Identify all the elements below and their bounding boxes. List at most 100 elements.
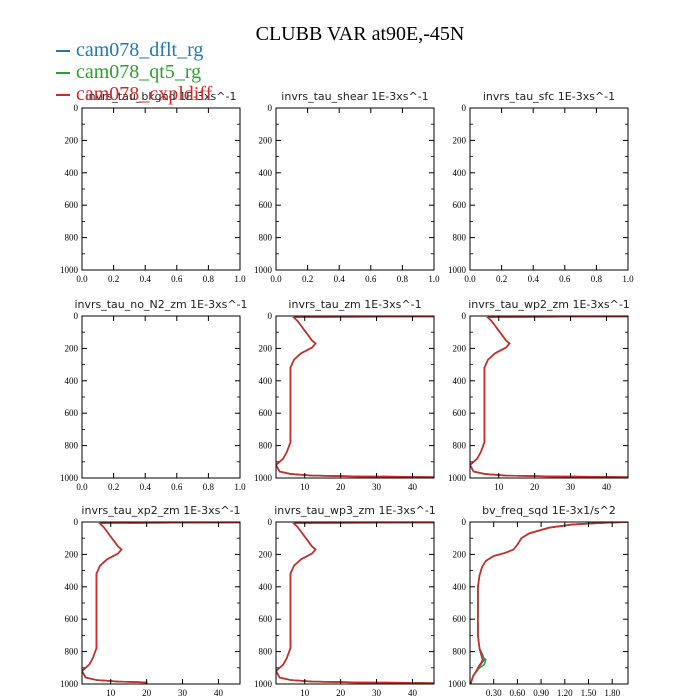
plot-frame (469, 107, 629, 271)
x-tick-label: 0.8 (591, 274, 603, 284)
series-line-cam078_cxpldiff (82, 522, 240, 684)
x-tick-label: 0.30 (486, 688, 502, 698)
y-tick-label: 200 (65, 135, 79, 145)
y-tick-label: 600 (259, 200, 273, 210)
y-tick-label: 200 (259, 135, 273, 145)
x-tick-label: 40 (214, 688, 224, 698)
y-tick-label: 800 (259, 441, 273, 451)
y-tick-label: 400 (65, 168, 79, 178)
series-line-cam078_qt5_rg (276, 522, 434, 684)
panel-title: bv_freq_sqd 1E-3x1/s^2 (482, 504, 616, 517)
panel-title: invrs_tau_shear 1E-3xs^-1 (281, 90, 428, 103)
y-tick-label: 200 (259, 343, 273, 353)
y-tick-label: 1000 (448, 473, 467, 483)
panel-title: invrs_tau_sfc 1E-3xs^-1 (483, 90, 615, 103)
y-tick-label: 400 (453, 582, 467, 592)
y-tick-label: 0 (462, 311, 467, 321)
panel-5: invrs_tau_zm 1E-3xs^-1 0 200 400 600 800 1000 1… (254, 298, 435, 492)
x-tick-label: 0.6 (171, 482, 183, 492)
y-tick-label: 200 (453, 343, 467, 353)
x-tick-label: 10 (300, 482, 310, 492)
series-line-cam078_cxpldiff (470, 316, 628, 478)
y-tick-label: 0 (462, 517, 467, 527)
y-tick-label: 600 (259, 614, 273, 624)
x-tick-label: 30 (372, 688, 382, 698)
y-tick-label: 0 (268, 311, 273, 321)
legend-item: cam078_cxpldiff (56, 83, 213, 105)
panel-title: invrs_tau_wp2_zm 1E-3xs^-1 (468, 298, 630, 311)
y-tick-label: 200 (259, 549, 273, 559)
y-tick-label: 1000 (254, 679, 273, 689)
x-tick-label: 20 (336, 688, 346, 698)
y-tick-label: 800 (65, 647, 79, 657)
x-tick-label: 0.4 (334, 274, 346, 284)
x-tick-label: 30 (566, 482, 576, 492)
series-line-cam078_dflt_rg (470, 316, 628, 478)
series-line-cam078_qt5_rg (470, 316, 628, 478)
y-tick-label: 400 (259, 376, 273, 386)
y-tick-label: 600 (259, 408, 273, 418)
x-tick-label: 30 (178, 688, 188, 698)
x-tick-label: 1.0 (234, 274, 246, 284)
x-tick-label: 0.4 (528, 274, 540, 284)
y-tick-label: 800 (453, 233, 467, 243)
series-line-cam078_dflt_rg (276, 316, 434, 478)
y-tick-label: 1000 (254, 473, 273, 483)
y-tick-label: 400 (453, 376, 467, 386)
y-tick-label: 400 (453, 168, 467, 178)
y-tick-label: 600 (65, 408, 79, 418)
y-tick-label: 200 (453, 135, 467, 145)
legend-item: cam078_dflt_rg (56, 39, 203, 61)
y-tick-label: 0 (74, 517, 79, 527)
x-tick-label: 0.6 (559, 274, 571, 284)
y-tick-label: 800 (259, 647, 273, 657)
y-tick-label: 800 (453, 647, 467, 657)
x-tick-label: 20 (530, 482, 540, 492)
y-tick-label: 600 (453, 408, 467, 418)
x-tick-label: 0.8 (203, 482, 215, 492)
y-tick-label: 400 (65, 582, 79, 592)
y-tick-label: 200 (453, 549, 467, 559)
x-tick-label: 0.2 (108, 482, 119, 492)
panel-8: invrs_tau_wp3_zm 1E-3xs^-10 200 400 600 800 1… (254, 504, 436, 698)
x-tick-label: 1.0 (234, 482, 246, 492)
x-tick-label: 20 (336, 482, 346, 492)
panel-title: invrs_tau_no_N2_zm 1E-3xs^-1 (74, 298, 247, 311)
legend-label: cam078_qt5_rg (76, 61, 201, 83)
x-tick-label: 0.2 (108, 274, 119, 284)
x-tick-label: 0.8 (397, 274, 409, 284)
legend-label: cam078_cxpldiff (76, 83, 213, 105)
series-line-cam078_cxpldiff (470, 522, 628, 684)
panel-title: invrs_tau_wp3_zm 1E-3xs^-1 (274, 504, 436, 517)
x-tick-label: 0.6 (171, 274, 183, 284)
panel-6: invrs_tau_wp2_zm 1E-3xs^-10 200 400 600 800 1… (448, 298, 630, 492)
panel-title: invrs_tau_zm 1E-3xs^-1 (288, 298, 421, 311)
x-tick-label: 1.80 (604, 688, 620, 698)
x-tick-label: 40 (602, 482, 612, 492)
y-tick-label: 600 (453, 614, 467, 624)
x-tick-label: 0.2 (302, 274, 313, 284)
series-line-cam078_qt5_rg (470, 522, 628, 684)
x-tick-label: 10 (300, 688, 310, 698)
x-tick-label: 40 (408, 482, 418, 492)
plot-frame (275, 521, 435, 685)
y-tick-label: 400 (259, 168, 273, 178)
x-tick-label: 10 (494, 482, 504, 492)
panel-2: invrs_tau_shear 1E-3xs^-1 0 200 400 600 800 10… (254, 90, 440, 284)
y-tick-label: 600 (453, 200, 467, 210)
y-tick-label: 200 (65, 549, 79, 559)
x-tick-label: 30 (372, 482, 382, 492)
legend-label: cam078_dflt_rg (76, 39, 203, 61)
plot-frame (81, 521, 241, 685)
panel-title: invrs_tau_bkgnd 1E-3xs^-1 (86, 90, 237, 103)
series-line-cam078_cxpldiff (276, 316, 434, 478)
y-tick-label: 1000 (254, 265, 273, 275)
panel-7: invrs_tau_xp2_zm 1E-3xs^-10 200 400 600 800 1… (60, 504, 241, 698)
y-tick-label: 0 (74, 311, 79, 321)
figure-title: CLUBB VAR at90E,-45N (256, 23, 465, 45)
plot-frame (275, 315, 435, 479)
y-tick-label: 0 (462, 103, 467, 113)
panel-4: invrs_tau_no_N2_zm 1E-3xs^-10 200 400 600 80… (60, 298, 248, 492)
plot-frame (469, 315, 629, 479)
plot-frame (469, 521, 629, 685)
